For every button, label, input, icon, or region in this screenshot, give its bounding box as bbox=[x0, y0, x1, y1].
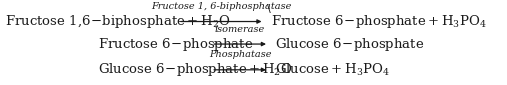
Text: $\mathregular{Fructose\ 1{,}6\!-\!biphosphate + H_2O}$: $\mathregular{Fructose\ 1{,}6\!-\!biphos… bbox=[5, 13, 231, 30]
Text: $\mathregular{Glucose\ 6\!-\!phosphate + H_2O}$: $\mathregular{Glucose\ 6\!-\!phosphate +… bbox=[98, 61, 293, 78]
Text: $\mathregular{Glucose + H_3PO_4}$: $\mathregular{Glucose + H_3PO_4}$ bbox=[275, 62, 389, 78]
Text: $\mathregular{Glucose\ 6\!-\!phosphate}$: $\mathregular{Glucose\ 6\!-\!phosphate}$ bbox=[275, 36, 424, 53]
Text: Fructose 1, 6-biphosphatase: Fructose 1, 6-biphosphatase bbox=[151, 2, 292, 11]
Text: \: \ bbox=[267, 4, 271, 14]
Text: Phosphatase: Phosphatase bbox=[209, 50, 271, 59]
Text: isomerase: isomerase bbox=[215, 25, 265, 34]
Text: $\mathregular{Fructose\ 6\!-\!phosphate + H_3PO_4}$: $\mathregular{Fructose\ 6\!-\!phosphate … bbox=[271, 13, 487, 30]
Text: $\mathregular{Fructose\ 6\!-\!phosphate}$: $\mathregular{Fructose\ 6\!-\!phosphate}… bbox=[98, 36, 254, 53]
